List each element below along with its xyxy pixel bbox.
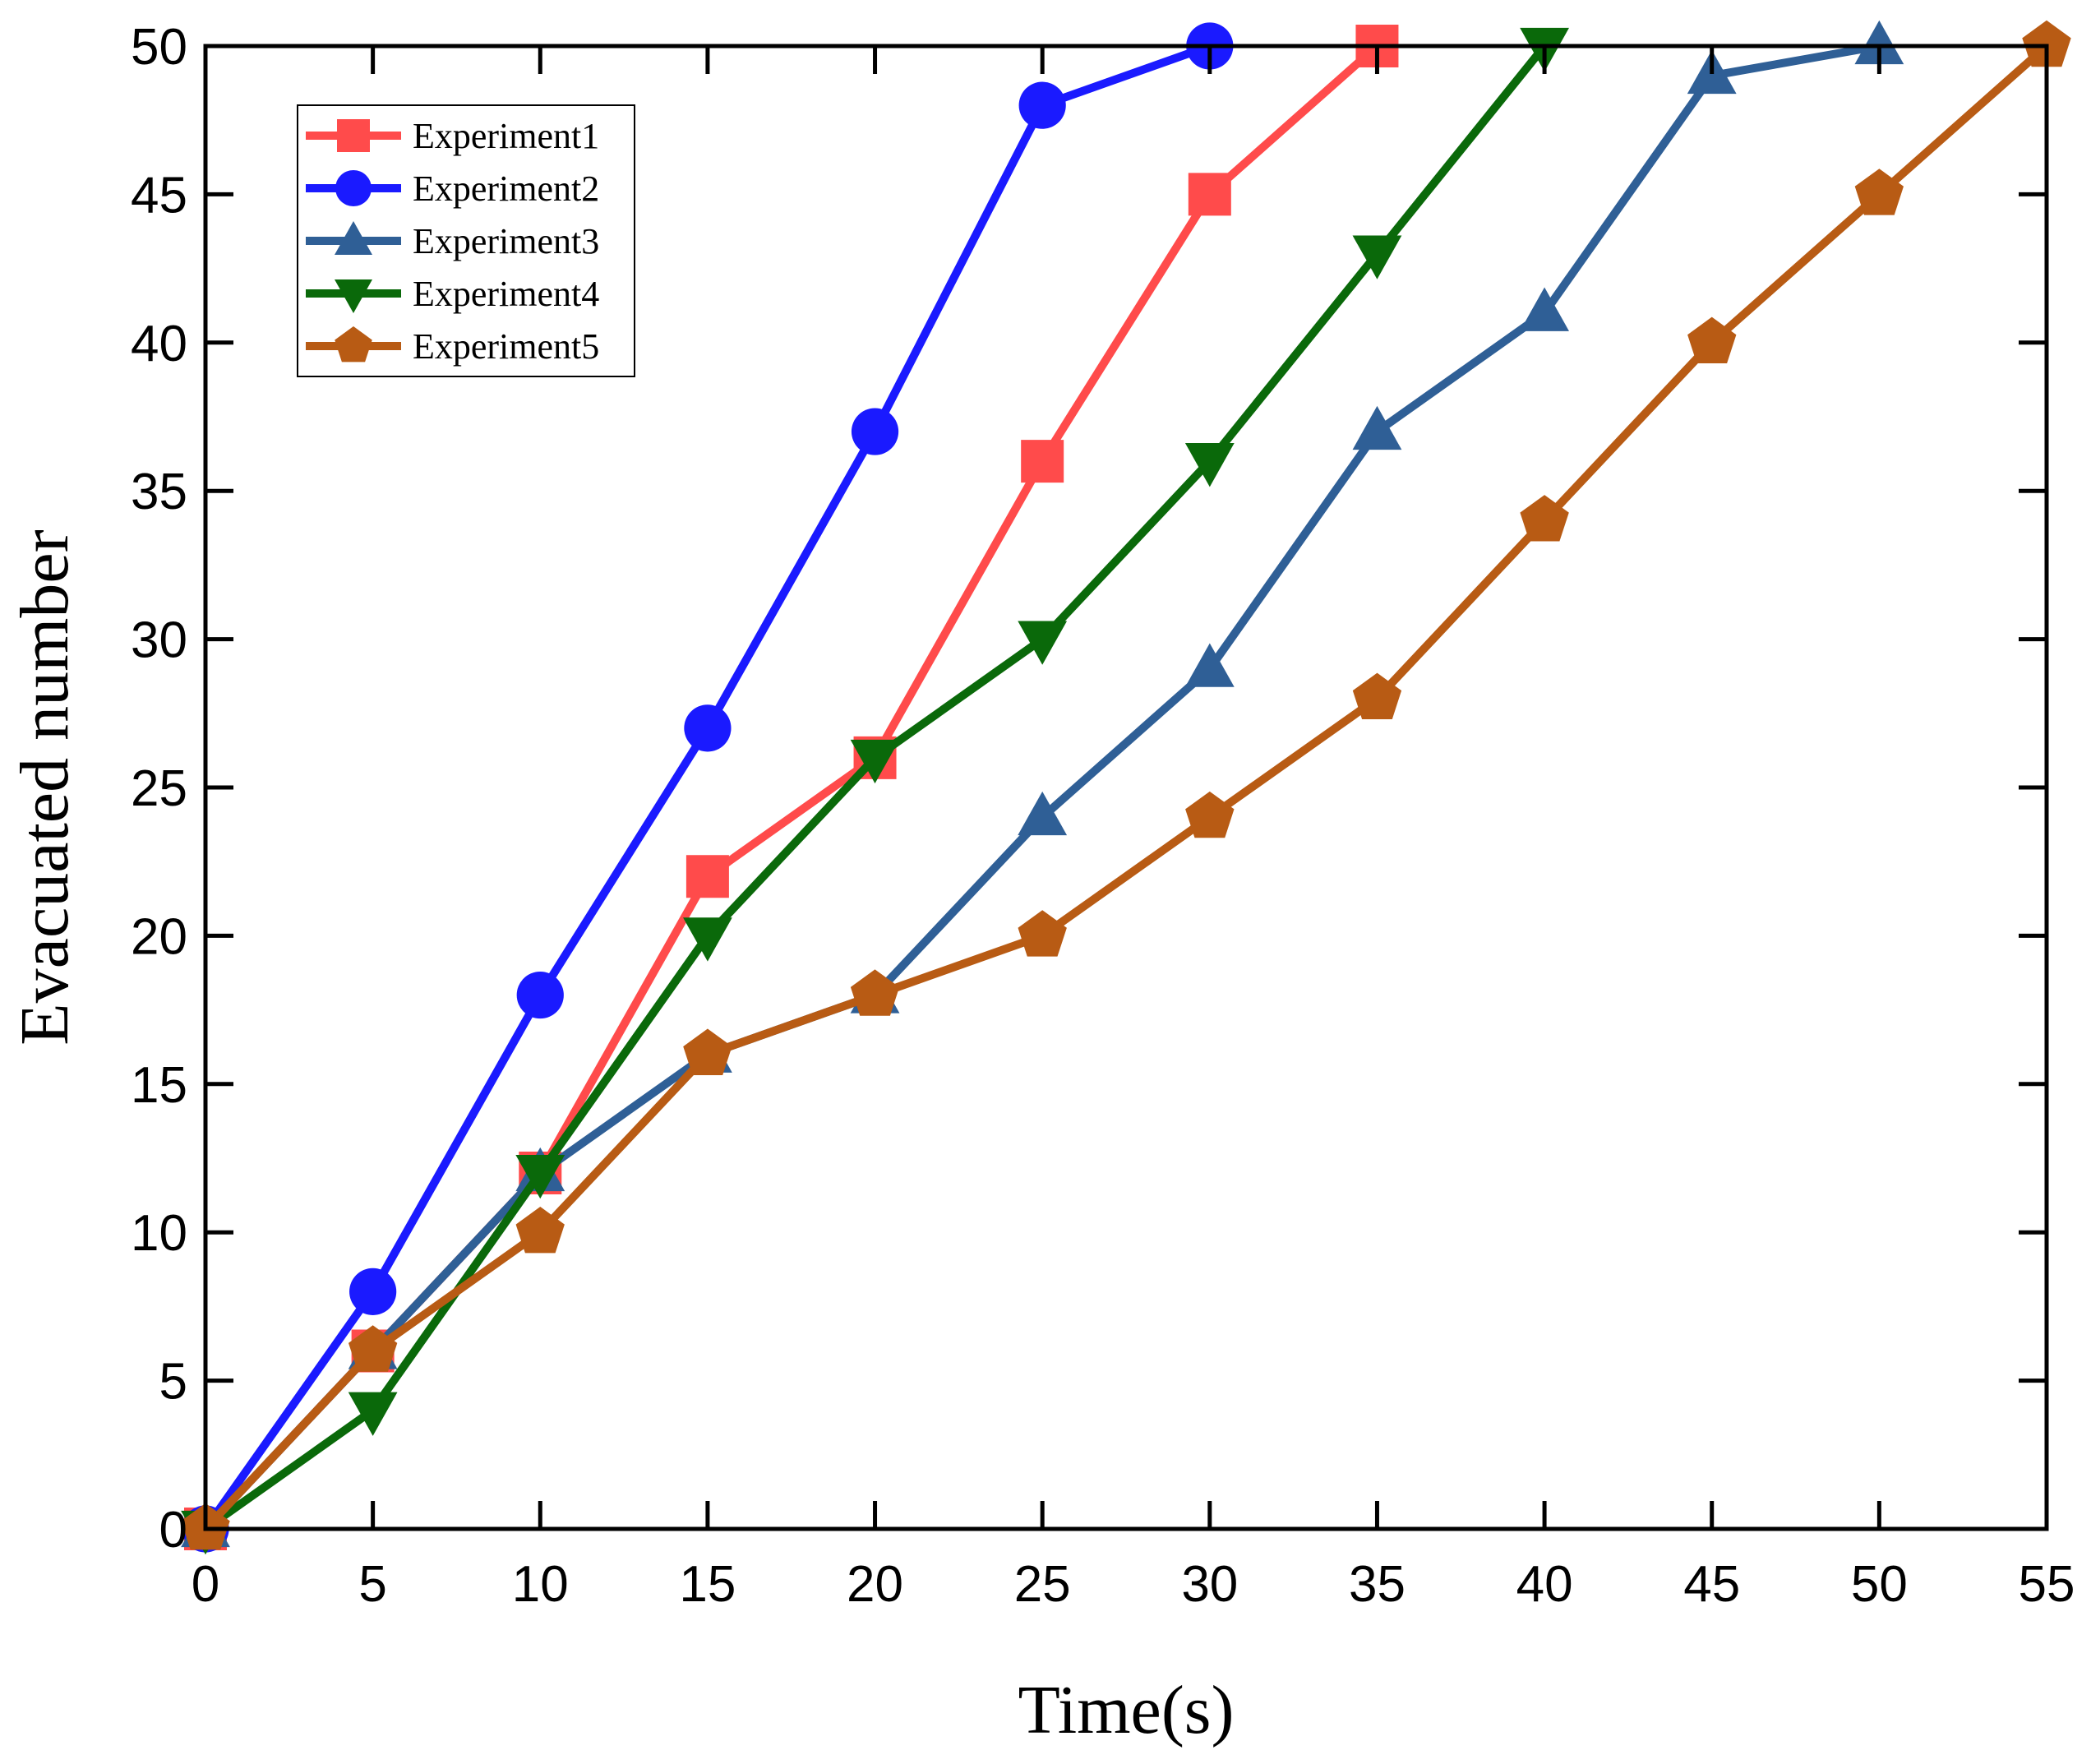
x-tick-label: 40 xyxy=(1516,1556,1573,1613)
series-experiment4 xyxy=(181,27,1569,1555)
x-tick-label: 25 xyxy=(1014,1556,1071,1613)
data-point-experiment2 xyxy=(349,1268,397,1315)
data-point-experiment5 xyxy=(1352,672,1402,719)
legend-item-experiment4: Experiment4 xyxy=(306,274,599,314)
x-tick-label: 10 xyxy=(512,1556,569,1613)
legend-label-experiment1: Experiment1 xyxy=(413,116,599,156)
y-tick-label: 20 xyxy=(131,908,187,965)
series-experiment3 xyxy=(181,20,1904,1548)
data-point-experiment5 xyxy=(348,1325,398,1372)
legend-label-experiment3: Experiment3 xyxy=(413,221,599,261)
data-point-experiment3 xyxy=(1520,287,1569,331)
y-tick-label: 40 xyxy=(131,316,187,372)
data-point-experiment4 xyxy=(515,1154,565,1199)
x-tick-label: 55 xyxy=(2019,1556,2075,1613)
x-tick-label: 15 xyxy=(679,1556,736,1613)
data-point-experiment2 xyxy=(1018,81,1066,129)
series-line-experiment5 xyxy=(201,42,2051,1533)
data-point-experiment4 xyxy=(1018,621,1068,665)
x-tick-label: 5 xyxy=(358,1556,386,1613)
y-tick-label: 45 xyxy=(131,167,187,224)
y-axis-title: Evacuated number xyxy=(7,529,83,1045)
y-tick-label: 10 xyxy=(131,1205,187,1262)
data-point-experiment5 xyxy=(1018,910,1067,957)
axes-layer: 0 5 10 15 20 25 30 35 40 45 50 55 0 5 10 15 20 25 30 35 40 45… xyxy=(131,19,2075,1613)
data-point-experiment4 xyxy=(683,917,732,962)
legend-item-experiment5: Experiment5 xyxy=(306,326,599,367)
data-point-experiment3 xyxy=(1854,20,1904,65)
legend-marker-experiment5 xyxy=(335,326,372,362)
x-tick-label: 20 xyxy=(847,1556,903,1613)
y-tick-label: 25 xyxy=(131,760,187,817)
data-point-experiment5 xyxy=(1185,791,1235,838)
data-point-experiment4 xyxy=(1184,443,1235,487)
legend-item-experiment3: Experiment3 xyxy=(306,221,599,261)
data-point-experiment1 xyxy=(1021,440,1064,483)
x-tick-label: 50 xyxy=(1851,1556,1908,1613)
data-point-experiment3 xyxy=(1352,405,1402,450)
data-point-experiment1 xyxy=(1188,173,1231,216)
data-point-experiment2 xyxy=(851,408,899,455)
data-point-experiment5 xyxy=(1520,495,1569,542)
legend-marker-experiment3 xyxy=(335,221,372,255)
y-tick-label: 35 xyxy=(131,464,187,520)
data-point-experiment2 xyxy=(684,704,732,752)
legend-item-experiment2: Experiment2 xyxy=(306,169,599,209)
y-tick-label: 5 xyxy=(159,1354,187,1411)
y-tick-label: 30 xyxy=(131,612,187,669)
x-tick-label: 45 xyxy=(1683,1556,1740,1613)
legend-label-experiment4: Experiment4 xyxy=(413,274,599,314)
data-point-experiment5 xyxy=(1687,316,1737,363)
data-point-experiment4 xyxy=(348,1392,398,1436)
series-experiment2 xyxy=(182,22,1234,1553)
series-layer xyxy=(181,20,2071,1555)
legend: Experiment1 Experiment2 Experiment3 Experim… xyxy=(297,104,635,377)
legend-marker-experiment2 xyxy=(335,170,372,206)
y-tick-label: 50 xyxy=(131,19,187,76)
legend-marker-experiment1 xyxy=(337,119,370,152)
legend-label-experiment2: Experiment2 xyxy=(413,169,599,209)
x-tick-label: 0 xyxy=(192,1556,219,1613)
y-tick-label: 15 xyxy=(131,1057,187,1114)
y-tick-label: 0 xyxy=(159,1502,187,1559)
data-point-experiment2 xyxy=(516,971,564,1019)
data-point-experiment4 xyxy=(850,739,900,784)
data-point-experiment5 xyxy=(683,1028,732,1075)
x-tick-label: 30 xyxy=(1181,1556,1238,1613)
legend-marker-experiment4 xyxy=(335,279,372,313)
x-tick-label: 35 xyxy=(1349,1556,1406,1613)
data-point-experiment5 xyxy=(1854,169,1904,215)
data-point-experiment4 xyxy=(1352,235,1402,279)
data-point-experiment3 xyxy=(1184,643,1235,687)
data-point-experiment1 xyxy=(685,855,729,898)
data-point-experiment3 xyxy=(1018,791,1068,836)
x-axis-title: Time(s) xyxy=(1018,1672,1235,1748)
legend-label-experiment5: Experiment5 xyxy=(413,326,599,367)
data-point-experiment5 xyxy=(850,969,900,1016)
data-point-experiment5 xyxy=(515,1207,565,1254)
legend-item-experiment1: Experiment1 xyxy=(306,116,599,156)
series-experiment5 xyxy=(181,20,2071,1550)
data-point-experiment5 xyxy=(2022,20,2071,67)
